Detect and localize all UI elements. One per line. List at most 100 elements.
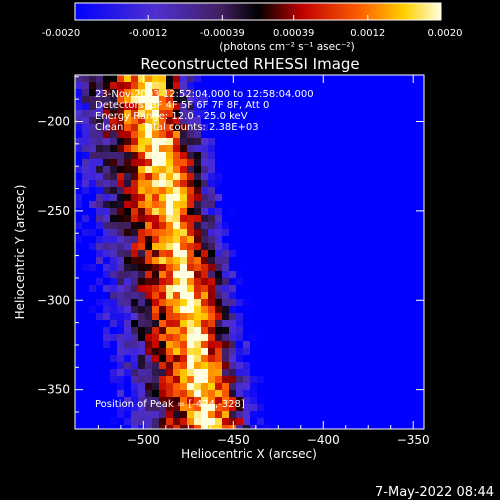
heatmap-cell [222, 278, 230, 286]
heatmap-cell [82, 292, 90, 300]
heatmap-cell [124, 243, 132, 251]
heatmap-cell [278, 271, 286, 279]
heatmap-cell [327, 376, 335, 384]
heatmap-cell [194, 110, 202, 118]
heatmap-cell [75, 299, 83, 307]
heatmap-cell [313, 341, 321, 349]
heatmap-cell [110, 362, 118, 370]
heatmap-cell [397, 145, 405, 153]
heatmap-cell [369, 187, 377, 195]
heatmap-cell [201, 411, 209, 419]
heatmap-cell [334, 313, 342, 321]
heatmap-cell [75, 355, 83, 363]
heatmap-cell [89, 201, 97, 209]
heatmap-cell [152, 411, 160, 419]
heatmap-cell [201, 425, 209, 429]
heatmap-cell [257, 236, 265, 244]
heatmap-cell [404, 131, 412, 139]
heatmap-cell [96, 264, 104, 272]
heatmap-cell [418, 103, 424, 111]
heatmap-cell [278, 145, 286, 153]
heatmap-cell [138, 236, 146, 244]
heatmap-cell [250, 425, 258, 429]
heatmap-cell [124, 418, 132, 426]
heatmap-cell [418, 257, 424, 265]
heatmap-cell [75, 222, 83, 230]
heatmap-cell [397, 334, 405, 342]
heatmap-cell [313, 313, 321, 321]
heatmap-cell [250, 138, 258, 146]
x-axis-label: Heliocentric X (arcsec) [181, 447, 317, 461]
heatmap-cell [117, 306, 125, 314]
heatmap-cell [313, 383, 321, 391]
heatmap-cell [229, 243, 237, 251]
heatmap-cell [404, 397, 412, 405]
heatmap-cell [376, 278, 384, 286]
heatmap-cell [110, 411, 118, 419]
heatmap-cell [138, 222, 146, 230]
heatmap-cell [292, 418, 300, 426]
heatmap-cell [362, 103, 370, 111]
heatmap-cell [103, 117, 111, 125]
heatmap-cell [320, 96, 328, 104]
heatmap-cell [257, 222, 265, 230]
heatmap-cell [152, 278, 160, 286]
heatmap-cell [362, 404, 370, 412]
heatmap-cell [250, 355, 258, 363]
heatmap-cell [299, 334, 307, 342]
heatmap-cell [348, 152, 356, 160]
heatmap-cell [355, 285, 363, 293]
heatmap-cell [82, 89, 90, 97]
y-axis-label: Heliocentric Y (arcsec) [13, 185, 27, 320]
heatmap-cell [306, 173, 314, 181]
heatmap-cell [89, 341, 97, 349]
heatmap-cell [390, 152, 398, 160]
heatmap-cell [103, 166, 111, 174]
heatmap-cell [327, 313, 335, 321]
heatmap-cell [201, 117, 209, 125]
heatmap-cell [334, 299, 342, 307]
heatmap-cell [369, 173, 377, 181]
heatmap-cell [369, 313, 377, 321]
heatmap-cell [397, 229, 405, 237]
heatmap-cell [376, 152, 384, 160]
heatmap-cell [173, 117, 181, 125]
heatmap-cell [362, 418, 370, 426]
heatmap-cell [327, 278, 335, 286]
heatmap-cell [257, 292, 265, 300]
heatmap-cell [152, 89, 160, 97]
heatmap-cell [208, 124, 216, 132]
heatmap-cell [327, 208, 335, 216]
heatmap-cell [145, 334, 153, 342]
heatmap-cell [285, 138, 293, 146]
heatmap-cell [285, 404, 293, 412]
heatmap-cell [334, 397, 342, 405]
heatmap-cell [397, 348, 405, 356]
heatmap-cell [96, 229, 104, 237]
heatmap-cell [404, 138, 412, 146]
annotation-peak: Position of Peak = [-474,-328] [95, 399, 245, 410]
heatmap-cell [145, 145, 153, 153]
heatmap-cell [152, 362, 160, 370]
y-tick-label: −250 [37, 204, 70, 218]
heatmap-cell [299, 292, 307, 300]
heatmap-cell [89, 124, 97, 132]
heatmap-cell [299, 404, 307, 412]
heatmap-cell [271, 117, 279, 125]
heatmap-cell [418, 131, 424, 139]
heatmap-cell [320, 299, 328, 307]
heatmap-cell [334, 425, 342, 429]
heatmap-cell [110, 103, 118, 111]
heatmap-cell [390, 362, 398, 370]
heatmap-cell [341, 411, 349, 419]
heatmap-cell [229, 96, 237, 104]
heatmap-cell [257, 131, 265, 139]
heatmap-cell [131, 313, 139, 321]
heatmap-cell [222, 264, 230, 272]
heatmap-cell [355, 313, 363, 321]
heatmap-cell [131, 327, 139, 335]
heatmap-cell [313, 271, 321, 279]
heatmap-cell [159, 173, 167, 181]
heatmap-cell [96, 131, 104, 139]
heatmap-cell [180, 313, 188, 321]
